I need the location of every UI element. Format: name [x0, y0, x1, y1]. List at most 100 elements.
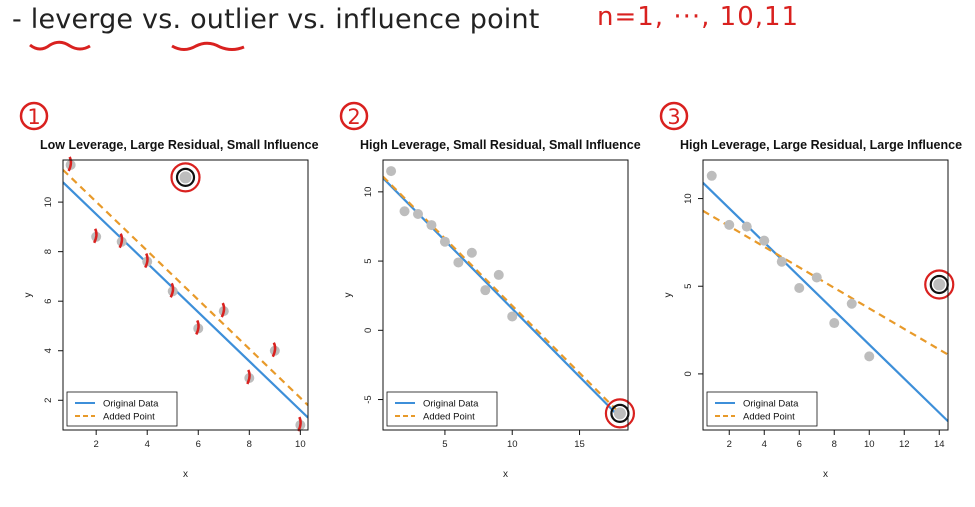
x-tick-label: 2	[727, 439, 732, 450]
data-point	[466, 247, 477, 258]
data-point	[741, 221, 752, 232]
x-axis-label: x	[503, 469, 508, 480]
added-fit-line	[383, 175, 621, 415]
chart-legend: Original Data Added Point	[386, 391, 498, 427]
added-point-ring	[175, 167, 196, 187]
x-tick-label: 15	[574, 439, 585, 450]
chart-legend: Original Data Added Point	[706, 391, 818, 427]
underline-leverage	[29, 40, 91, 51]
x-tick-label: 10	[295, 439, 306, 450]
x-tick-label: 10	[507, 439, 518, 450]
legend-added-label: Added Point	[423, 412, 475, 423]
y-tick-label: 5	[683, 284, 694, 289]
added-point	[613, 407, 626, 420]
legend-original-label: Original Data	[423, 399, 479, 410]
data-point	[386, 166, 397, 177]
data-point	[493, 269, 504, 280]
panel-number-circle	[19, 101, 49, 131]
slide-heading: - leverge vs. outlier vs. influence poin…	[12, 4, 540, 35]
heading-dash: -	[12, 4, 22, 35]
data-point	[829, 318, 840, 329]
data-point	[846, 298, 857, 309]
y-tick-label: 8	[43, 249, 54, 254]
residual-mark	[93, 228, 98, 244]
heading-vs-2: vs.	[287, 4, 327, 35]
x-tick-label: 12	[899, 439, 910, 450]
data-point	[480, 285, 491, 296]
data-point	[399, 206, 410, 217]
heading-word-influence: influence point	[335, 4, 540, 35]
residual-mark	[246, 369, 251, 385]
plot-frame	[62, 159, 309, 431]
residual-mark	[118, 233, 124, 249]
panel-number: 1	[27, 105, 40, 129]
regression-lines	[63, 169, 308, 419]
y-tick-label: 0	[363, 328, 374, 333]
data-point	[426, 220, 437, 231]
legend-added-label: Added Point	[103, 412, 155, 423]
legend-box	[706, 391, 818, 427]
chart-panel-1: 1 Low Leverage, Large Residual, Small Inf…	[10, 96, 330, 501]
data-point	[776, 256, 787, 267]
y-tick-label: 10	[683, 193, 694, 204]
panel-number-circle	[659, 101, 689, 131]
residual-mark	[220, 302, 226, 318]
data-point	[439, 236, 450, 247]
y-axis-label: y	[23, 293, 34, 298]
x-tick-label: 14	[934, 439, 945, 450]
y-tick-label: -5	[363, 395, 374, 403]
plot-frame	[382, 159, 629, 431]
regression-lines	[383, 175, 621, 419]
panel-number: 3	[667, 105, 680, 129]
data-point	[759, 235, 770, 246]
residual-mark	[144, 253, 149, 269]
residual-mark	[271, 342, 277, 358]
panel-number-circle	[339, 101, 369, 131]
legend-original-label: Original Data	[743, 399, 799, 410]
y-tick-label: 0	[683, 371, 694, 376]
x-axis-label: x	[823, 469, 828, 480]
original-fit-line	[383, 177, 621, 419]
y-tick-label: 2	[43, 398, 54, 403]
added-fit-line	[703, 209, 948, 356]
legend-original-label: Original Data	[103, 399, 159, 410]
heading-word-outlier: outlier	[190, 4, 279, 35]
heading-word-leverage: leverge	[30, 4, 134, 35]
x-tick-label: 4	[145, 439, 150, 450]
x-tick-label: 2	[94, 439, 99, 450]
x-tick-label: 4	[762, 439, 767, 450]
residual-mark	[67, 156, 73, 172]
residual-mark	[195, 319, 200, 335]
added-point	[933, 278, 946, 291]
legend-added-label: Added Point	[743, 412, 795, 423]
x-tick-label: 6	[797, 439, 802, 450]
added-point-annotation	[170, 162, 201, 193]
added-point-annotation	[924, 269, 955, 300]
chart-title: High Leverage, Large Residual, Large Inf…	[680, 138, 962, 152]
y-tick-label: 10	[363, 187, 374, 198]
y-tick-label: 6	[43, 299, 54, 304]
data-point	[507, 311, 518, 322]
data-point	[413, 209, 423, 219]
residual-mark	[169, 282, 175, 298]
y-tick-label: 10	[43, 197, 54, 208]
chart-title: High Leverage, Small Residual, Small Inf…	[360, 138, 641, 152]
heading-vs-1: vs.	[142, 4, 182, 35]
original-fit-line	[703, 182, 948, 423]
x-tick-label: 8	[832, 439, 837, 450]
legend-box	[66, 391, 178, 427]
added-point	[179, 171, 192, 184]
original-fit-line	[63, 181, 308, 419]
y-tick-label: 4	[43, 348, 54, 353]
added-fit-line	[63, 169, 308, 407]
handwritten-note: n=1, ···, 10,11	[597, 2, 800, 32]
chart-legend: Original Data Added Point	[66, 391, 178, 427]
regression-lines	[703, 182, 948, 423]
y-tick-label: 5	[363, 258, 374, 263]
y-axis-label: y	[663, 293, 674, 298]
chart-panel-3: 3 High Leverage, Large Residual, Large In…	[650, 96, 970, 501]
chart-panel-2: 2 High Leverage, Small Residual, Small In…	[330, 96, 650, 501]
